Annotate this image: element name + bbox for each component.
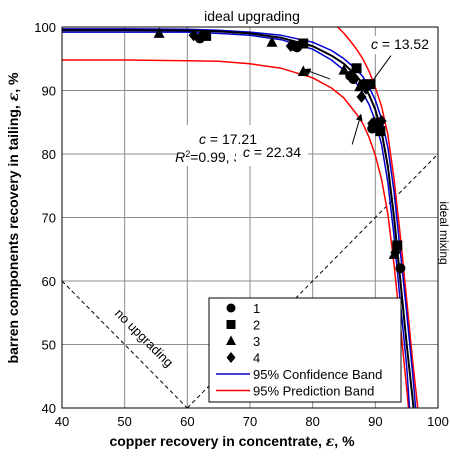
annotation-arrow xyxy=(351,113,363,145)
data-point-series-4 xyxy=(356,90,367,103)
y-tick-label: 50 xyxy=(42,338,56,353)
c-17-21-label: c = 17.21 xyxy=(199,131,257,147)
y-tick-label: 60 xyxy=(42,274,56,289)
ideal-mixing-label: ideal mixing xyxy=(437,201,450,264)
data-point-series-3 xyxy=(266,36,278,47)
x-tick-label: 90 xyxy=(368,414,382,429)
y-tick-label: 90 xyxy=(42,84,56,99)
legend-label-1: 1 xyxy=(253,301,260,316)
legend-label-3: 3 xyxy=(253,334,260,349)
c-13-52-annotation: c = 13.52 xyxy=(364,36,436,54)
legend-marker-1 xyxy=(226,303,236,313)
data-point-series-4 xyxy=(367,117,378,130)
ideal-upgrading-label: ideal upgrading xyxy=(204,8,300,24)
data-point-series-3 xyxy=(153,27,165,38)
data-point-series-4 xyxy=(188,29,199,42)
c-22-34-annotation: c = 22.34 xyxy=(236,144,308,162)
x-tick-label: 50 xyxy=(117,414,131,429)
legend-label-band: 95% Confidence Band xyxy=(253,367,382,382)
data-point-series-4 xyxy=(285,40,296,53)
annotation-arrows xyxy=(303,55,392,145)
y-tick-label: 40 xyxy=(42,401,56,416)
data-point-series-3 xyxy=(338,64,350,75)
annotation-arrow xyxy=(303,68,331,80)
data-point-series-2 xyxy=(392,240,403,251)
c-22-34-label: c = 22.34 xyxy=(243,144,301,160)
data-point-series-4 xyxy=(376,114,387,127)
legend-label-2: 2 xyxy=(253,318,260,333)
data-point-series-4 xyxy=(390,246,401,259)
annotation-arrow xyxy=(367,55,392,89)
x-tick-label: 70 xyxy=(243,414,257,429)
legend-marker-4 xyxy=(226,352,236,363)
x-tick-label: 100 xyxy=(427,414,449,429)
confidence-band-lower xyxy=(62,31,411,408)
legend-marker-2 xyxy=(226,320,236,329)
c-13-52-label: c = 13.52 xyxy=(371,36,429,52)
x-tick-label: 40 xyxy=(55,414,69,429)
legend-marker-3 xyxy=(226,335,236,345)
reference-line xyxy=(61,280,188,409)
x-axis-label: copper recovery in concentrate, ε, % xyxy=(109,433,355,450)
tick-labels: 40 50 60 70 80 90 100 40 50 60 70 80 90 100 xyxy=(34,20,449,429)
data-point-series-4 xyxy=(348,71,359,84)
legend-label-band: 95% Prediction Band xyxy=(253,384,374,399)
data-point-series-2 xyxy=(375,126,386,137)
legend-label-4: 4 xyxy=(253,351,260,366)
data-point-series-1 xyxy=(395,263,406,274)
data-point-series-2 xyxy=(201,30,212,41)
plot-frame xyxy=(61,26,439,409)
legend-box xyxy=(208,297,402,403)
y-tick-label: 70 xyxy=(42,211,56,226)
legend: 1 23 495% Confidence Band 95% Prediction Ba… xyxy=(208,297,402,403)
data-point-series-2 xyxy=(351,63,362,74)
x-tick-label: 80 xyxy=(305,414,319,429)
data-point-series-2 xyxy=(298,38,309,49)
data-points xyxy=(153,27,406,274)
y-tick-label: 80 xyxy=(42,147,56,162)
y-axis-label: barren components recovery in tailing, ε… xyxy=(5,72,22,363)
x-tick-label: 60 xyxy=(180,414,194,429)
y-tick-label: 100 xyxy=(34,20,56,35)
